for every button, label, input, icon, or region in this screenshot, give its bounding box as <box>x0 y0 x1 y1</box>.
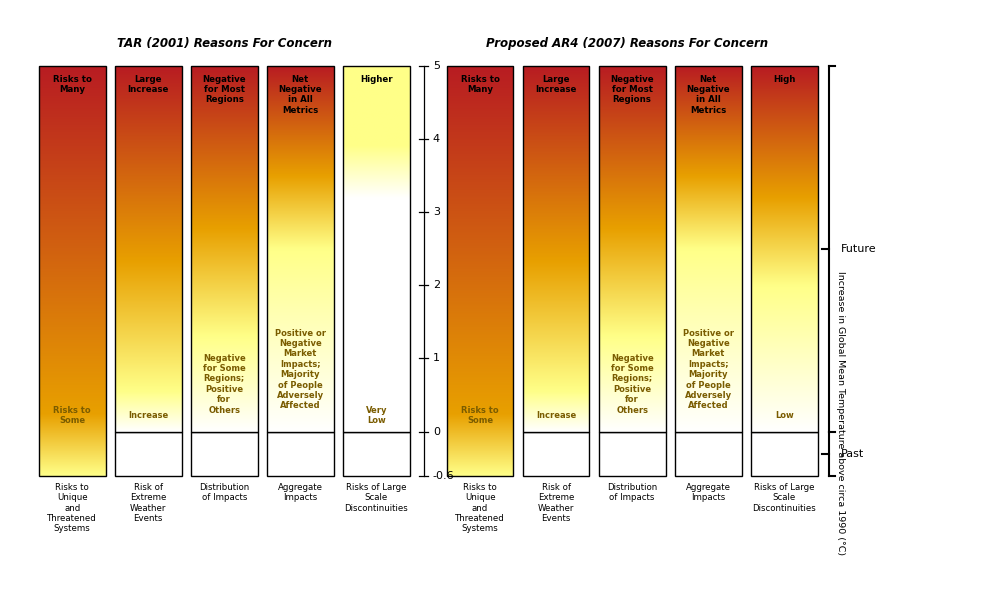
Bar <box>191 432 258 476</box>
Text: Distribution
of Impacts: Distribution of Impacts <box>200 483 250 502</box>
Text: Increase in Global Mean Temperature above circa 1990 (°C): Increase in Global Mean Temperature abov… <box>837 271 845 555</box>
Text: Aggregate
Impacts: Aggregate Impacts <box>686 483 730 502</box>
Text: High: High <box>773 74 795 83</box>
Text: Higher: Higher <box>360 74 392 83</box>
Bar <box>599 66 665 432</box>
Text: Risks to
Some: Risks to Some <box>461 406 499 425</box>
Text: Negative
for Most
Regions: Negative for Most Regions <box>202 74 246 104</box>
Text: Risks to
Many: Risks to Many <box>53 74 91 94</box>
Text: Net
Negative
in All
Metrics: Net Negative in All Metrics <box>686 74 730 115</box>
Bar <box>115 66 182 432</box>
Text: Increase: Increase <box>536 411 576 420</box>
Text: Proposed AR4 (2007) Reasons For Concern: Proposed AR4 (2007) Reasons For Concern <box>487 37 769 50</box>
Bar <box>446 66 513 476</box>
Bar <box>599 432 665 476</box>
Text: 2: 2 <box>433 280 440 291</box>
Text: Positive or
Negative
Market
Impacts;
Majority
of People
Adversely
Affected: Positive or Negative Market Impacts; Maj… <box>682 328 733 410</box>
Bar <box>266 66 333 432</box>
Bar <box>191 66 258 432</box>
Text: Net
Negative
in All
Metrics: Net Negative in All Metrics <box>278 74 322 115</box>
Text: Risks of Large
Scale
Discontinuities: Risks of Large Scale Discontinuities <box>752 483 816 513</box>
Text: Future: Future <box>840 244 877 254</box>
Text: Risks to
Some: Risks to Some <box>53 406 91 425</box>
Bar <box>523 432 590 476</box>
Text: Past: Past <box>840 449 864 459</box>
Text: Large
Increase: Large Increase <box>536 74 577 94</box>
Text: Risks of Large
Scale
Discontinuities: Risks of Large Scale Discontinuities <box>344 483 408 513</box>
Text: Negative
for Most
Regions: Negative for Most Regions <box>610 74 654 104</box>
Text: Low: Low <box>775 411 793 420</box>
Text: Positive or
Negative
Market
Impacts;
Majority
of People
Adversely
Affected: Positive or Negative Market Impacts; Maj… <box>274 328 325 410</box>
Text: 1: 1 <box>433 353 439 364</box>
Bar <box>674 66 741 432</box>
Text: Increase: Increase <box>128 411 168 420</box>
Text: Negative
for Some
Regions;
Positive
for
Others: Negative for Some Regions; Positive for … <box>202 353 246 415</box>
Bar <box>38 66 105 476</box>
Text: Negative
for Some
Regions;
Positive
for
Others: Negative for Some Regions; Positive for … <box>610 353 654 415</box>
Text: Risks to
Many: Risks to Many <box>461 74 499 94</box>
Bar <box>751 432 818 476</box>
Text: 4: 4 <box>433 134 440 144</box>
Text: 3: 3 <box>433 207 439 217</box>
Text: 5: 5 <box>433 60 439 71</box>
Bar <box>343 432 410 476</box>
Text: Risk of
Extreme
Weather
Events: Risk of Extreme Weather Events <box>130 483 166 523</box>
Bar <box>266 432 333 476</box>
Text: 0: 0 <box>433 426 439 437</box>
Text: Risks to
Unique
and
Threatened
Systems: Risks to Unique and Threatened Systems <box>455 483 505 534</box>
Text: -0.6: -0.6 <box>433 471 454 480</box>
Text: Distribution
of Impacts: Distribution of Impacts <box>607 483 658 502</box>
Text: TAR (2001) Reasons For Concern: TAR (2001) Reasons For Concern <box>117 37 331 50</box>
Text: Large
Increase: Large Increase <box>128 74 169 94</box>
Bar <box>751 66 818 432</box>
Bar <box>115 432 182 476</box>
Text: Risk of
Extreme
Weather
Events: Risk of Extreme Weather Events <box>538 483 574 523</box>
Text: Risks to
Unique
and
Threatened
Systems: Risks to Unique and Threatened Systems <box>47 483 97 534</box>
Bar <box>343 66 410 432</box>
Bar <box>523 66 590 432</box>
Bar <box>674 432 741 476</box>
Text: Very
Low: Very Low <box>366 406 387 425</box>
Text: Aggregate
Impacts: Aggregate Impacts <box>278 483 322 502</box>
